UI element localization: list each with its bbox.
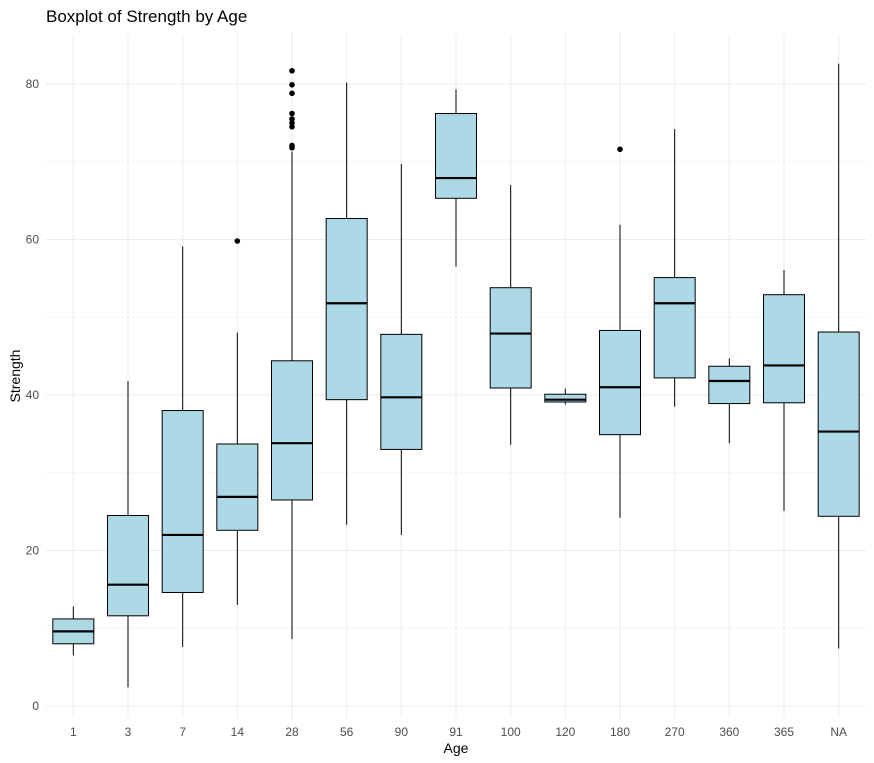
- outlier-point: [234, 238, 241, 244]
- box-group: [271, 67, 313, 640]
- x-axis-title: Age: [444, 740, 469, 756]
- box-group: [380, 164, 423, 535]
- box: [435, 113, 477, 199]
- x-tick-label: 1: [70, 725, 77, 739]
- outlier-point: [617, 146, 623, 153]
- outlier-point: [289, 123, 295, 130]
- box-group: [52, 606, 95, 656]
- box-layer: [52, 63, 860, 688]
- box: [544, 393, 587, 403]
- x-axis-ticks: 1 3 7 14 28 56 90 91 100 120 180 270 360 365 NA: [70, 725, 847, 739]
- x-tick-label: 28: [285, 725, 299, 739]
- box-group: [544, 388, 587, 405]
- box-group: [708, 358, 751, 444]
- outlier-point: [289, 67, 295, 74]
- box: [325, 218, 368, 401]
- x-tick-label: 180: [610, 725, 630, 739]
- outlier-point: [289, 81, 295, 88]
- x-tick-label: 7: [179, 725, 186, 739]
- box: [489, 287, 532, 389]
- box: [161, 410, 204, 593]
- outlier-point: [289, 116, 295, 122]
- x-tick-label: NA: [830, 725, 847, 739]
- x-tick-label: 56: [340, 725, 354, 739]
- chart-title: Boxplot of Strength by Age: [46, 7, 247, 26]
- box: [271, 360, 313, 501]
- x-tick-label: 91: [449, 725, 463, 739]
- box: [107, 515, 149, 617]
- box: [216, 443, 259, 531]
- box-group: [161, 246, 204, 647]
- x-tick-label: 360: [719, 725, 739, 739]
- box-group: [325, 82, 368, 525]
- y-axis-title: Strength: [7, 350, 23, 403]
- y-tick-label: 60: [26, 233, 40, 247]
- x-tick-label: 14: [231, 725, 245, 739]
- x-tick-label: 3: [125, 725, 132, 739]
- box-group: [107, 381, 149, 688]
- x-tick-label: 365: [774, 725, 794, 739]
- box: [653, 277, 696, 379]
- x-tick-label: 100: [501, 725, 521, 739]
- box-group: [599, 146, 641, 518]
- box: [599, 329, 641, 436]
- outlier-point: [289, 90, 295, 97]
- box: [817, 331, 860, 517]
- box: [380, 333, 423, 450]
- x-tick-label: 90: [395, 725, 409, 739]
- x-tick-label: 120: [555, 725, 575, 739]
- box-group: [489, 185, 532, 445]
- outlier-point: [289, 120, 295, 126]
- y-tick-label: 20: [26, 544, 40, 558]
- y-tick-label: 40: [26, 388, 40, 402]
- outlier-point: [289, 110, 295, 117]
- y-axis-ticks: 0 20 40 60 80: [26, 77, 40, 713]
- box: [708, 365, 751, 405]
- y-tick-label: 0: [32, 699, 39, 713]
- box: [763, 294, 805, 404]
- box-group: [817, 63, 860, 649]
- y-tick-label: 80: [26, 77, 40, 91]
- box-group: [435, 89, 477, 267]
- x-tick-label: 270: [665, 725, 685, 739]
- box-group: [763, 269, 805, 511]
- box-group: [653, 129, 696, 407]
- outlier-point: [289, 142, 295, 149]
- box-group: [216, 238, 259, 605]
